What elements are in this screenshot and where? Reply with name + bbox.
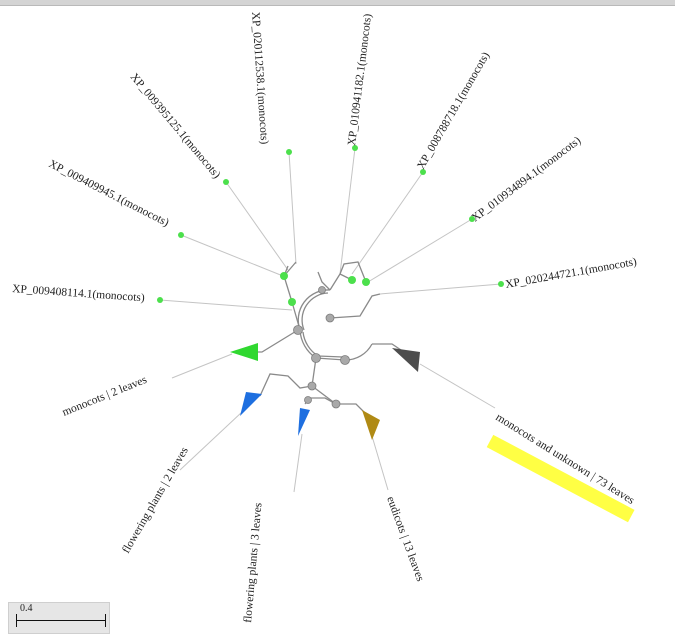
clade-triangle-unknown[interactable] — [392, 348, 420, 372]
label-lines — [159, 147, 502, 493]
leaf-label[interactable]: XP_010941182.1(monocots) — [346, 13, 374, 146]
scale-label: 0.4 — [20, 603, 33, 614]
scale-tick — [16, 614, 17, 627]
node-dot — [280, 272, 288, 280]
internal-nodes — [293, 286, 350, 409]
leaf-label[interactable]: XP_010934894.1(monocots) — [470, 135, 584, 225]
leaf-dots — [157, 145, 504, 306]
clade-label[interactable]: monocots | 2 leaves — [61, 374, 150, 419]
node-dot — [288, 298, 296, 306]
leaf-label[interactable]: XP_020244721.1(monocots) — [504, 256, 637, 291]
node-dot — [348, 276, 356, 284]
clade-label[interactable]: flowering plants | 2 leaves — [120, 445, 191, 556]
leaf-dot — [178, 232, 184, 238]
leaf-dot — [157, 297, 163, 303]
branches — [238, 261, 411, 415]
leaf-label[interactable]: XP_008788718.1(monocots) — [415, 50, 492, 172]
clade-label[interactable]: flowering plants | 3 leaves — [242, 502, 264, 624]
leaf-dot — [498, 281, 504, 287]
leaf-label[interactable]: XP_020112538.1(monocots) — [249, 11, 270, 144]
leaf-dot — [286, 149, 292, 155]
leaf-label[interactable]: XP_009408114.1(monocots) — [12, 283, 145, 304]
node-dot — [362, 278, 370, 286]
leaf-dot — [420, 169, 426, 175]
leaf-dot — [223, 179, 229, 185]
scale-line — [16, 620, 106, 621]
highlight-band — [486, 434, 635, 523]
clade-triangle-monocots[interactable] — [230, 343, 258, 361]
scale-tick — [105, 614, 106, 627]
leaf-dot — [469, 216, 475, 222]
leaf-label[interactable]: XP_009395125.1(monocots) — [128, 71, 223, 181]
top-border — [0, 0, 675, 6]
clade-label[interactable]: eudicots | 13 leaves — [384, 495, 426, 584]
clade-triangle-eudicots[interactable] — [362, 410, 380, 440]
leaf-label[interactable]: XP_009409945.1(monocots) — [47, 158, 171, 229]
leaf-dot — [352, 145, 358, 151]
clade-triangle-flowering-plants-3[interactable] — [298, 408, 310, 436]
clade-triangle-flowering-plants-2[interactable] — [240, 392, 262, 416]
scale-bar — [8, 602, 110, 634]
